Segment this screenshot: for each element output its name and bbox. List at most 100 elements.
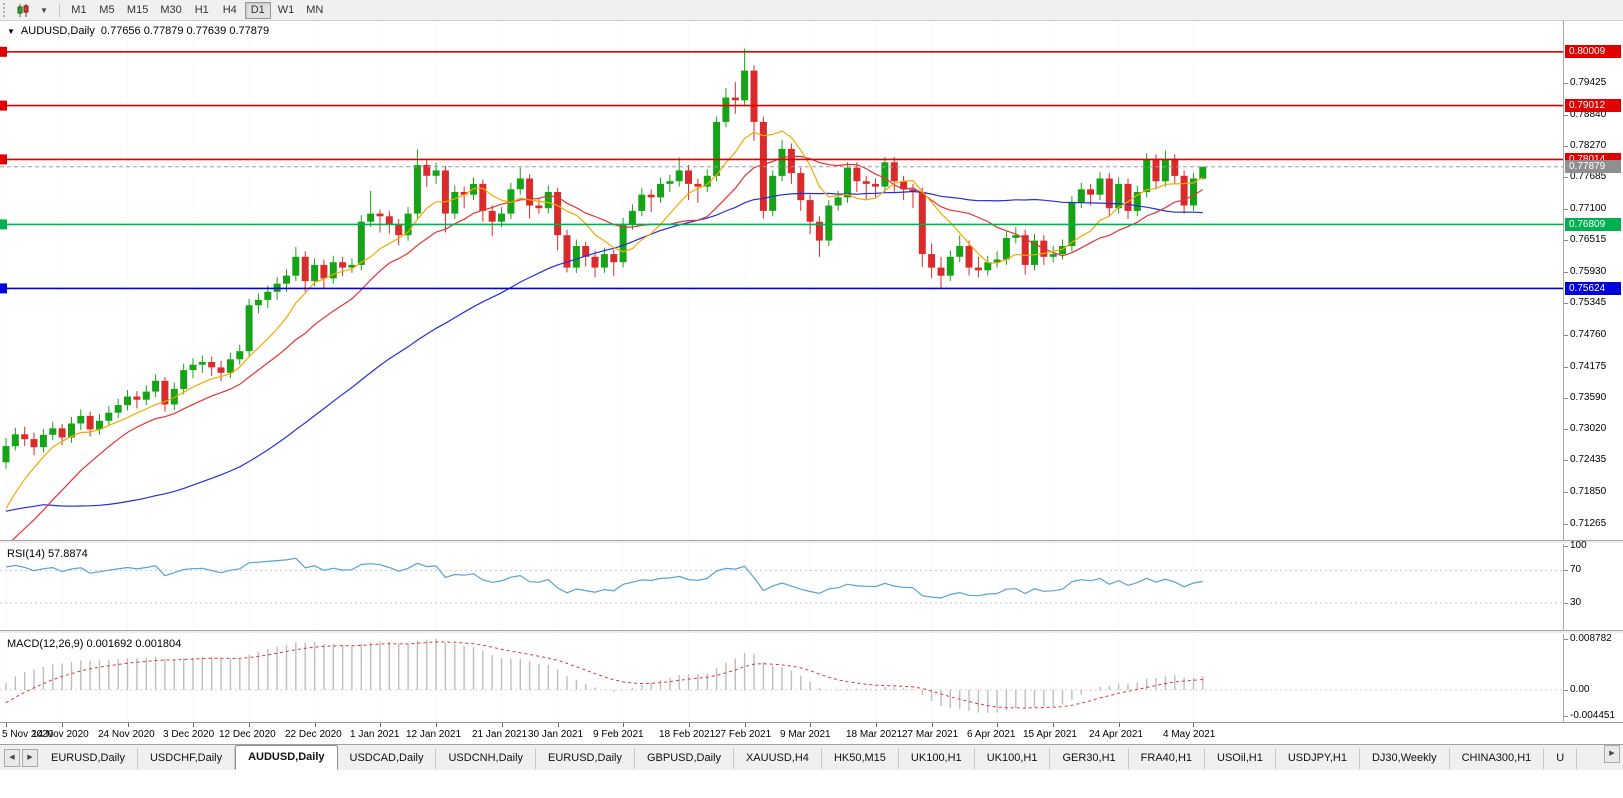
chart-type-dropdown[interactable]: ▼ [34,1,54,19]
price-scale-tickmark [1564,492,1568,493]
timeframe-button-h4[interactable]: H4 [217,2,243,19]
level-price-tag: 0.76809 [1565,218,1621,231]
chart-tab-8[interactable]: HK50,M15 [822,748,899,769]
chart-tab-0[interactable]: EURUSD,Daily [39,748,138,769]
price-scale-tick: 0.76515 [1570,234,1607,245]
rsi-canvas[interactable] [0,544,1563,630]
price-scale-tickmark [1564,272,1568,273]
date-tickmark [558,723,559,727]
chart-tab-7[interactable]: XAUUSD,H4 [734,748,822,769]
level-lines-layer[interactable] [0,46,1563,294]
date-label: 24 Nov 2020 [98,729,155,740]
macd-scale-tick: 0.008782 [1570,633,1612,644]
ma-fast-line [5,130,1204,509]
date-label: 12 Jan 2021 [406,729,462,740]
chart-tab-2[interactable]: AUDUSD,Daily [235,745,338,770]
date-label: 18 Mar 2021 [846,729,903,740]
level-price-tag: 0.79012 [1565,99,1621,112]
triangle-down-icon[interactable]: ▼ [7,26,15,36]
price-scale-tickmark [1564,460,1568,461]
price-scale-tick: 0.71850 [1570,486,1607,497]
chart-tab-11[interactable]: GER30,H1 [1050,748,1129,769]
timeframe-button-mn[interactable]: MN [301,2,328,19]
price-scale-tick: 0.79425 [1570,77,1607,88]
date-label: 27 Mar 2021 [902,729,959,740]
chart-tab-4[interactable]: USDCNH,Daily [436,748,537,769]
date-label: 18 Feb 2021 [659,729,716,740]
price-chart-canvas[interactable] [0,21,1563,540]
chart-tab-15[interactable]: DJ30,Weekly [1360,748,1450,769]
timeframe-button-m5[interactable]: M5 [94,2,120,19]
toolbar-grip[interactable] [3,3,8,17]
tab-scroll-left-button[interactable]: ◀ [4,749,20,767]
price-scale-tick: 0.73590 [1570,392,1607,403]
date-label: 3 Dec 2020 [163,729,215,740]
macd-canvas[interactable] [0,634,1563,722]
chart-type-button[interactable] [12,1,34,19]
date-tickmark [1053,723,1054,727]
rsi-scale-tickmark [1564,546,1568,547]
date-label: 12 Dec 2020 [219,729,276,740]
macd-signal-line [5,641,1203,709]
macd-indicator-label: MACD(12,26,9) 0.001692 0.001804 [7,638,181,650]
rsi-indicator-label: RSI(14) 57.8874 [7,548,88,560]
timeframe-button-m1[interactable]: M1 [66,2,92,19]
date-tickmark [436,723,437,727]
chart-tab-5[interactable]: EURUSD,Daily [536,748,635,769]
chart-tab-9[interactable]: UK100,H1 [899,748,975,769]
price-scale-tickmark [1564,115,1568,116]
timeframe-button-d1[interactable]: D1 [244,1,271,19]
date-label: 21 Jan 2021 [472,729,528,740]
tab-scroll-right-button[interactable]: ▶ [22,749,38,767]
candles-layer [2,48,1207,469]
level-left-marker [0,46,7,57]
macd-scale-tick: 0.00 [1570,684,1590,695]
macd-scale[interactable]: 0.008782 0.00 -0.004451 [1563,633,1623,722]
date-label: 22 Dec 2020 [285,729,342,740]
price-pane: ▼ AUDUSD,Daily 0.77656 0.77879 0.77639 0… [0,21,1623,540]
chart-tab-12[interactable]: FRA40,H1 [1129,748,1206,769]
timeframe-button-h1[interactable]: H1 [189,2,215,19]
chart-tab-13[interactable]: USOil,H1 [1205,748,1276,769]
chart-tab-3[interactable]: USDCAD,Daily [338,748,437,769]
date-tickmark [932,723,933,727]
date-tickmark [623,723,624,727]
price-scale-tick: 0.74760 [1570,329,1607,340]
time-axis[interactable]: 5 Nov 2020 14 Nov 2020 24 Nov 2020 3 Dec 20… [0,722,1623,744]
macd-pane: MACD(12,26,9) 0.001692 0.001804 0.008782… [0,633,1623,722]
timeframe-button-m15[interactable]: M15 [122,2,153,19]
timeframe-buttons: M1 M5 M15 M30 H1 H4 D1 W1 MN [65,1,329,19]
price-scale-tick: 0.73020 [1570,423,1607,434]
date-tickmark [193,723,194,727]
macd-scale-tickmark [1564,639,1568,640]
chart-tab-6[interactable]: GBPUSD,Daily [635,748,734,769]
price-scale-tick: 0.74175 [1570,361,1607,372]
price-scale-tickmark [1564,209,1568,210]
date-tickmark [249,723,250,727]
chart-tab-10[interactable]: UK100,H1 [975,748,1051,769]
chart-tab-17[interactable]: U [1544,748,1578,769]
pane-resize-handle[interactable] [0,540,1623,544]
date-tickmark [502,723,503,727]
timeframe-button-m30[interactable]: M30 [155,2,186,19]
timeframe-button-w1[interactable]: W1 [273,2,300,19]
price-scale-tick: 0.78270 [1570,140,1607,151]
chevron-down-icon: ▼ [40,5,48,15]
price-scale-tick: 0.77685 [1570,171,1607,182]
date-tickmark [810,723,811,727]
date-label: 6 Apr 2021 [967,729,1016,740]
rsi-scale[interactable]: 100 70 30 [1563,540,1623,630]
pane-resize-handle[interactable] [0,630,1623,634]
candlestick-chart-icon [16,3,30,17]
ma-mid-line [11,155,1204,540]
chart-tab-1[interactable]: USDCHF,Daily [138,748,236,769]
chart-tab-16[interactable]: CHINA300,H1 [1450,748,1545,769]
tab-scroll-right-edge-button[interactable]: ▶ [1604,745,1620,763]
chart-tab-14[interactable]: USDJPY,H1 [1276,748,1360,769]
price-scale-tickmark [1564,83,1568,84]
price-scale-tick: 0.78840 [1570,109,1607,120]
price-scale[interactable]: 0.79425 0.78840 0.78270 0.77685 0.77100 0.765… [1563,21,1623,540]
price-scale-tick: 0.77100 [1570,203,1607,214]
rsi-scale-tick: 70 [1570,564,1582,575]
